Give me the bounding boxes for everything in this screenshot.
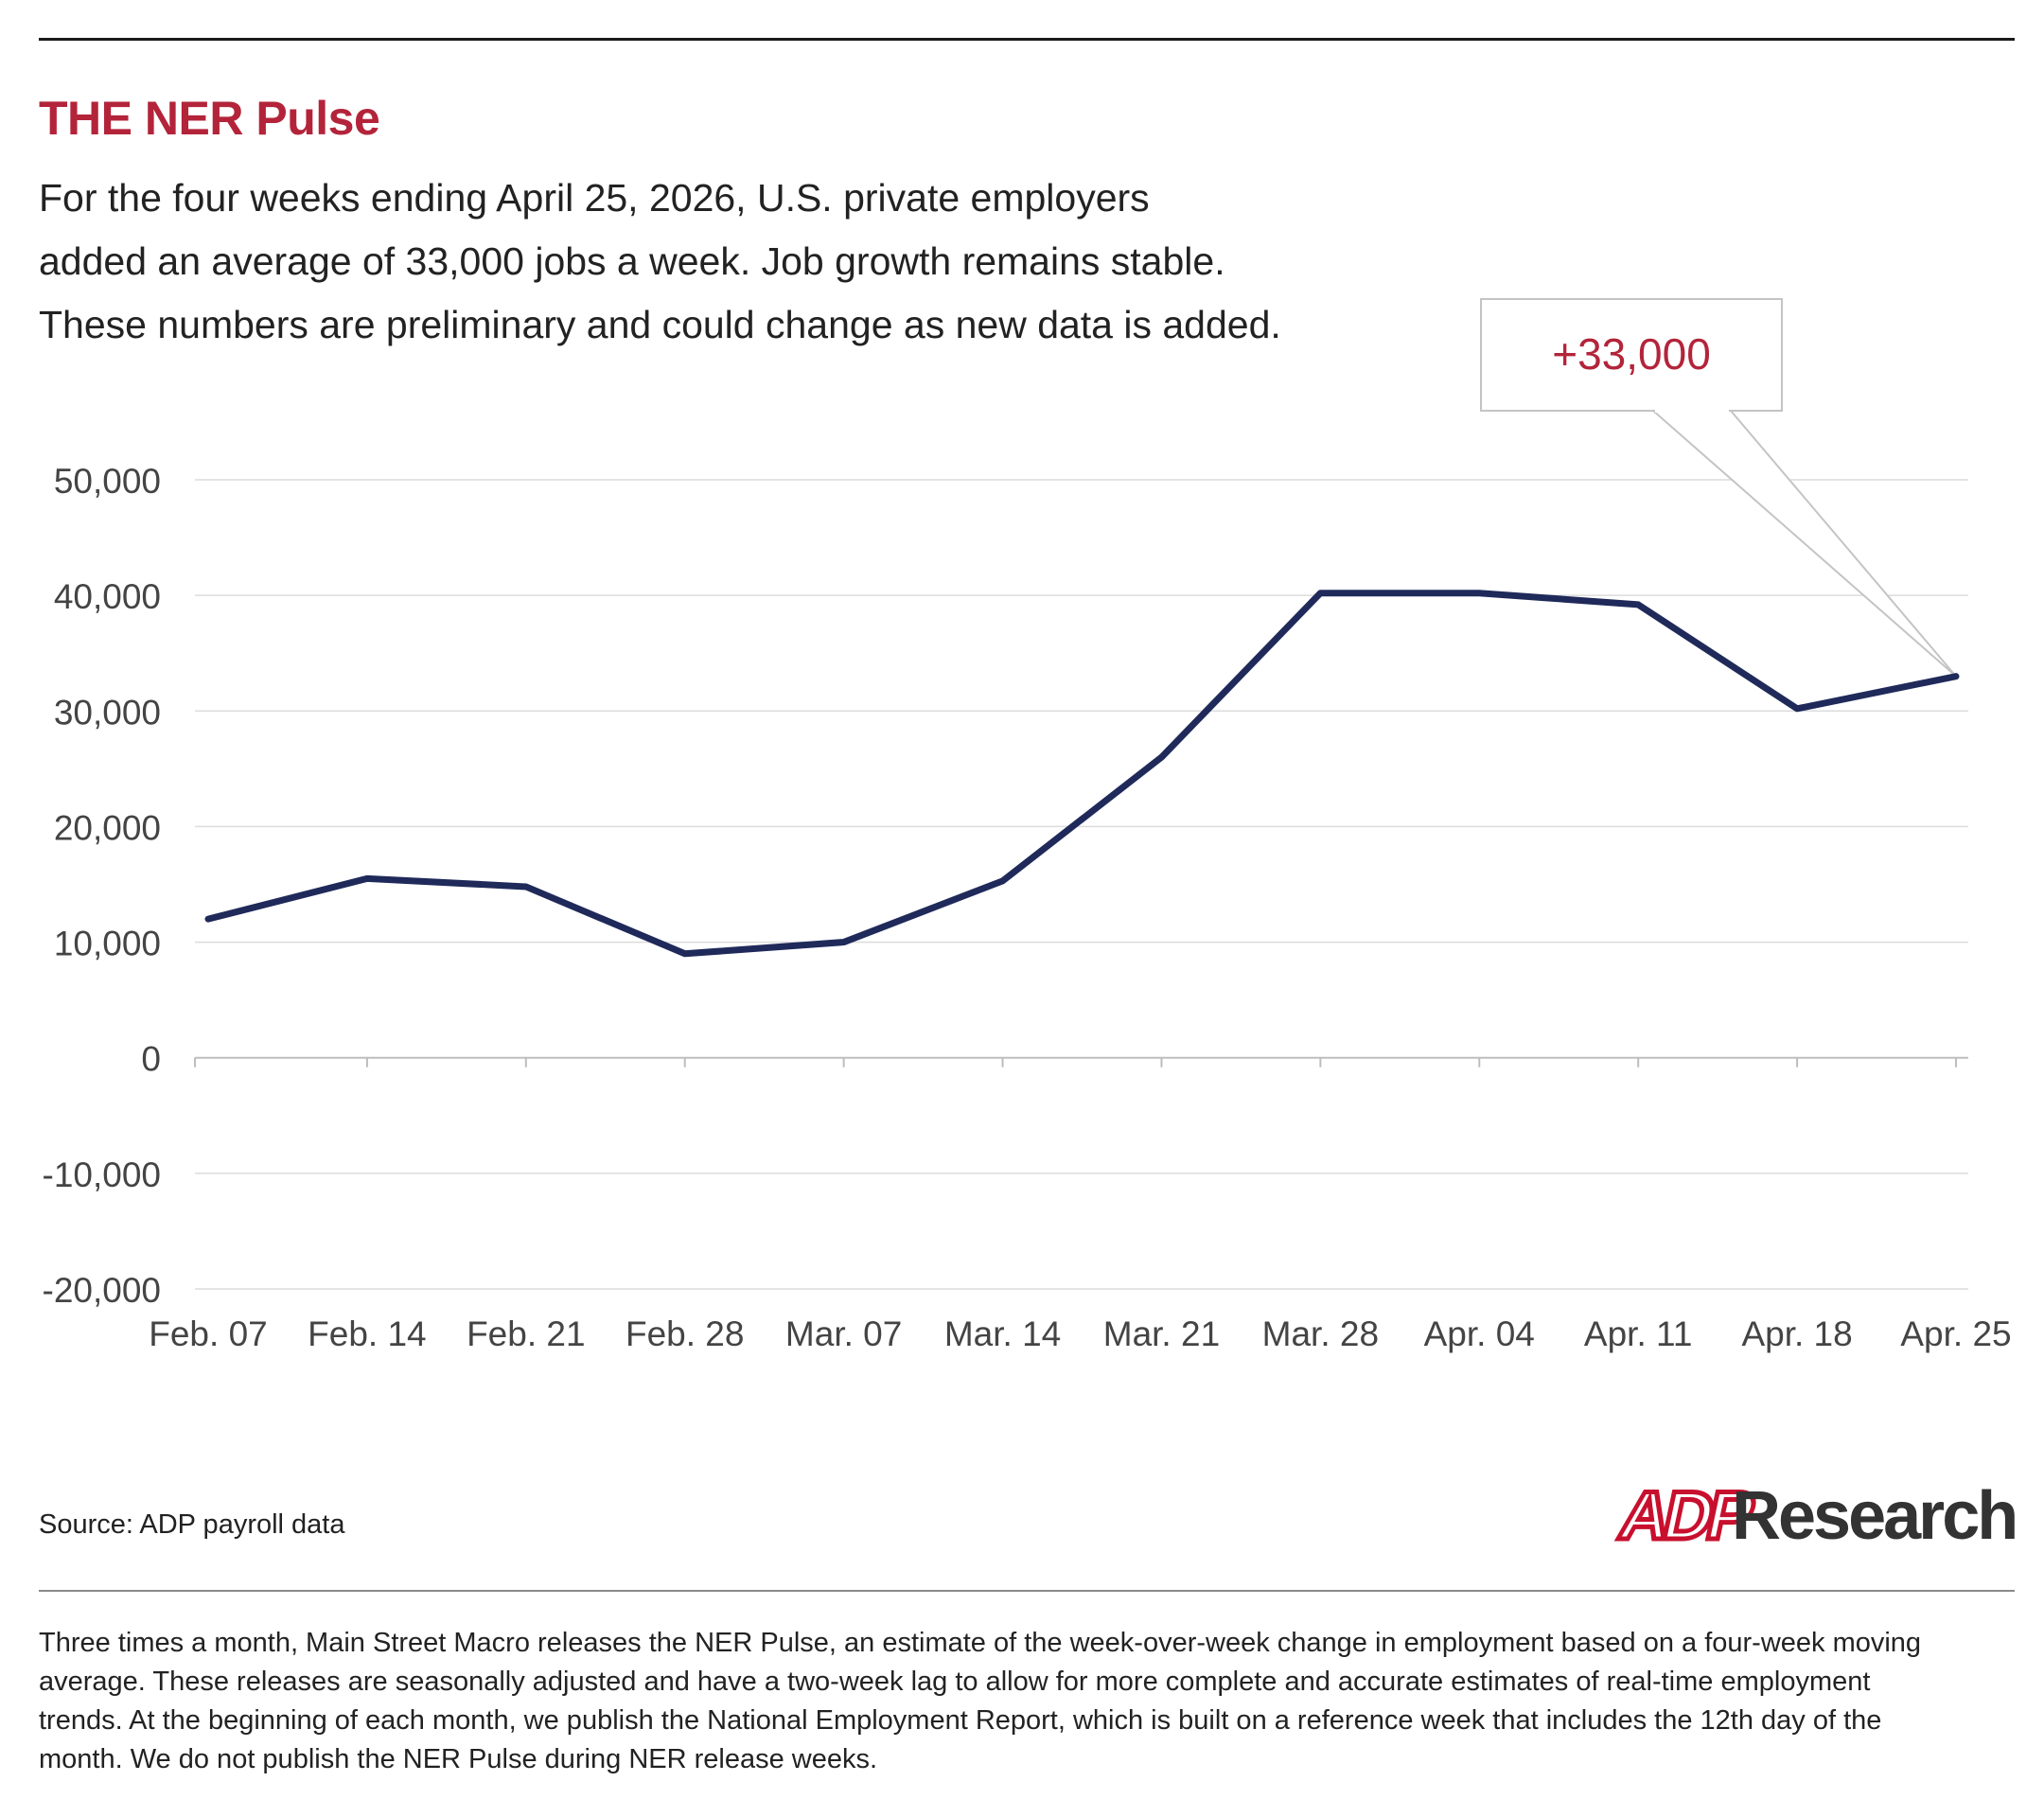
x-tick-label: Feb. 14: [308, 1314, 426, 1353]
x-tick-label: Mar. 07: [785, 1314, 902, 1353]
adp-research-logo: ADP Research: [1611, 1476, 2016, 1552]
y-tick-label: 20,000: [54, 808, 161, 847]
y-tick-label: 10,000: [54, 925, 161, 963]
x-tick-label: Apr. 11: [1584, 1314, 1693, 1353]
y-tick-label: -10,000: [43, 1155, 162, 1194]
svg-text:ADP: ADP: [1613, 1478, 1760, 1552]
footnote-line: month. We do not publish the NER Pulse d…: [39, 1744, 878, 1774]
source-note: Source: ADP payroll data: [39, 1509, 345, 1540]
x-tick-label: Apr. 25: [1900, 1314, 2011, 1353]
series: [204, 590, 1960, 958]
gridlines: [195, 479, 1968, 1290]
page-title: THE NER Pulse: [39, 92, 380, 145]
subtitle-line: These numbers are preliminary and could …: [39, 303, 1281, 346]
callout-pointer: [1650, 410, 1957, 678]
x-tick-label: Feb. 07: [149, 1314, 267, 1353]
footnote-line: trends. At the beginning of each month, …: [39, 1705, 1882, 1736]
x-tick-label: Mar. 14: [944, 1314, 1061, 1353]
x-axis: Feb. 07 Feb. 14 Feb. 21 Feb. 28 Mar. 07 Mar. …: [149, 1057, 2012, 1353]
footnote-line: Three times a month, Main Street Macro r…: [39, 1628, 1922, 1658]
x-tick-label: Apr. 04: [1424, 1314, 1535, 1353]
y-axis-tick-labels: 50,000 40,000 30,000 20,000 10,000 0 -10,000 -2…: [43, 462, 162, 1310]
value-callout: +33,000: [1480, 298, 1957, 678]
subtitle-line: For the four weeks ending April 25, 2026…: [39, 176, 1150, 220]
adp-logo-mark: ADP: [1611, 1476, 1762, 1552]
y-tick-label: 0: [141, 1040, 161, 1079]
series-line: [204, 590, 1960, 958]
x-tick-label: Mar. 21: [1103, 1314, 1220, 1353]
footnote-line: average. These releases are seasonally a…: [39, 1667, 1871, 1697]
y-tick-label: 30,000: [54, 693, 161, 732]
subtitle: For the four weeks ending April 25, 2026…: [39, 167, 1458, 357]
callout-box: [1480, 298, 1783, 412]
x-tick-label: Feb. 28: [626, 1314, 744, 1353]
callout-value-label: +33,000: [1552, 329, 1711, 379]
logo-wordmark: Research: [1732, 1478, 2016, 1552]
subtitle-line: added an average of 33,000 jobs a week. …: [39, 239, 1225, 283]
y-tick-label: -20,000: [43, 1271, 162, 1310]
y-tick-label: 50,000: [54, 462, 161, 501]
x-tick-label: Feb. 21: [467, 1314, 585, 1353]
footnote: Three times a month, Main Street Macro r…: [39, 1624, 2017, 1779]
x-tick-label: Mar. 28: [1262, 1314, 1379, 1353]
top-rule: [39, 38, 2015, 41]
x-tick-label: Apr. 18: [1741, 1314, 1852, 1353]
footnote-divider: [39, 1590, 2015, 1592]
line-chart: 50,000 40,000 30,000 20,000 10,000 0 -10,000 -2…: [43, 298, 2012, 1353]
y-tick-label: 40,000: [54, 577, 161, 616]
